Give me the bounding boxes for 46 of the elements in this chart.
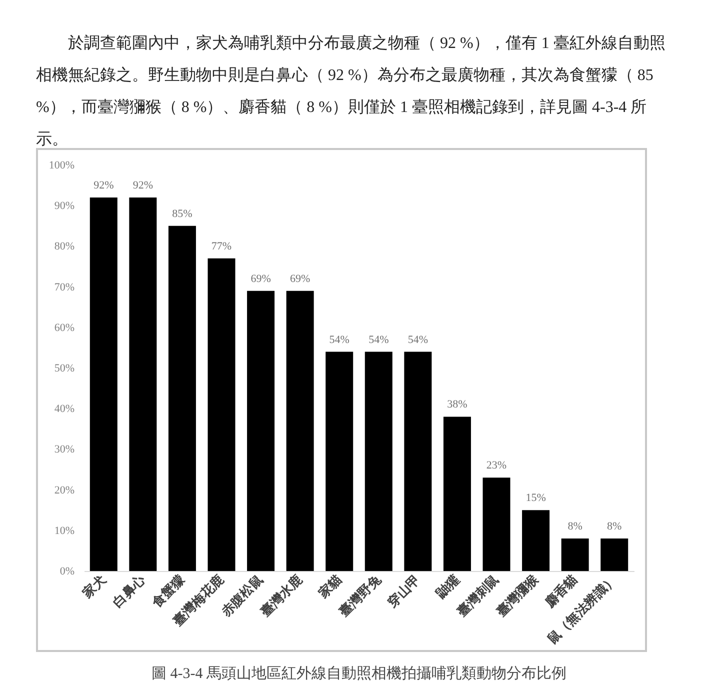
bar [482, 478, 510, 571]
y-tick-label: 90% [54, 200, 74, 212]
bar [364, 352, 392, 571]
y-tick-label: 60% [54, 322, 74, 334]
y-tick-label: 80% [54, 240, 74, 253]
bar [129, 197, 157, 571]
data-label: 54% [368, 334, 389, 346]
data-label: 69% [290, 272, 310, 285]
bar [561, 538, 589, 571]
y-tick-label: 10% [54, 524, 74, 537]
y-tick-label: 40% [54, 403, 74, 416]
bar [286, 290, 314, 571]
bar [600, 538, 628, 571]
text: 圖 4-3-4 馬頭山地區紅外線自動照相機拍攝哺乳類動物分布比例 [150, 664, 568, 683]
bar [326, 352, 354, 571]
data-label: 69% [250, 272, 271, 285]
data-label: 77% [211, 240, 232, 252]
y-tick-label: 50% [54, 362, 74, 374]
data-label: 92% [94, 179, 114, 192]
bar [247, 290, 275, 571]
data-label: 85% [172, 208, 192, 220]
x-tick-label: 家貓 [314, 572, 344, 602]
bar [90, 197, 118, 571]
bar [443, 416, 471, 571]
bar [404, 352, 432, 571]
data-label: 23% [486, 460, 507, 472]
y-tick-label: 0% [60, 566, 74, 578]
x-tick-label: 白鼻心 [110, 571, 149, 610]
data-label: 15% [526, 492, 546, 504]
y-tick-label: 70% [54, 281, 74, 294]
data-label: 54% [408, 334, 428, 346]
x-tick-label: 鼬獾 [432, 572, 462, 602]
text: 於調查範圍內中，家犬為哺乳類中分布最廣之物種（ 92 %），僅有 1 臺紅外線自動照相機無紀錄之。野生動物中則是白鼻心（ 92 %）為分布之最廣物種，其次為食蟹獴（ 85 %），而臺灣獼猴（ 8 %）、麝香貓（ 8 %）則僅於 1 臺照相機記錄到，詳見圖 4-3-4 所示。 [36, 34, 666, 150]
data-label: 8% [607, 520, 622, 533]
bar [168, 226, 196, 571]
x-tick-label: 穿山甲 [384, 572, 423, 611]
bar [208, 258, 236, 571]
y-tick-label: 30% [54, 444, 74, 456]
data-label: 38% [447, 398, 468, 411]
x-tick-label: 家犬 [78, 571, 110, 602]
data-label: 8% [568, 520, 582, 533]
bar [522, 510, 550, 571]
data-label: 54% [329, 334, 350, 346]
data-label: 92% [132, 179, 154, 192]
y-tick-label: 20% [54, 484, 74, 496]
y-tick-label: 100% [48, 160, 74, 172]
